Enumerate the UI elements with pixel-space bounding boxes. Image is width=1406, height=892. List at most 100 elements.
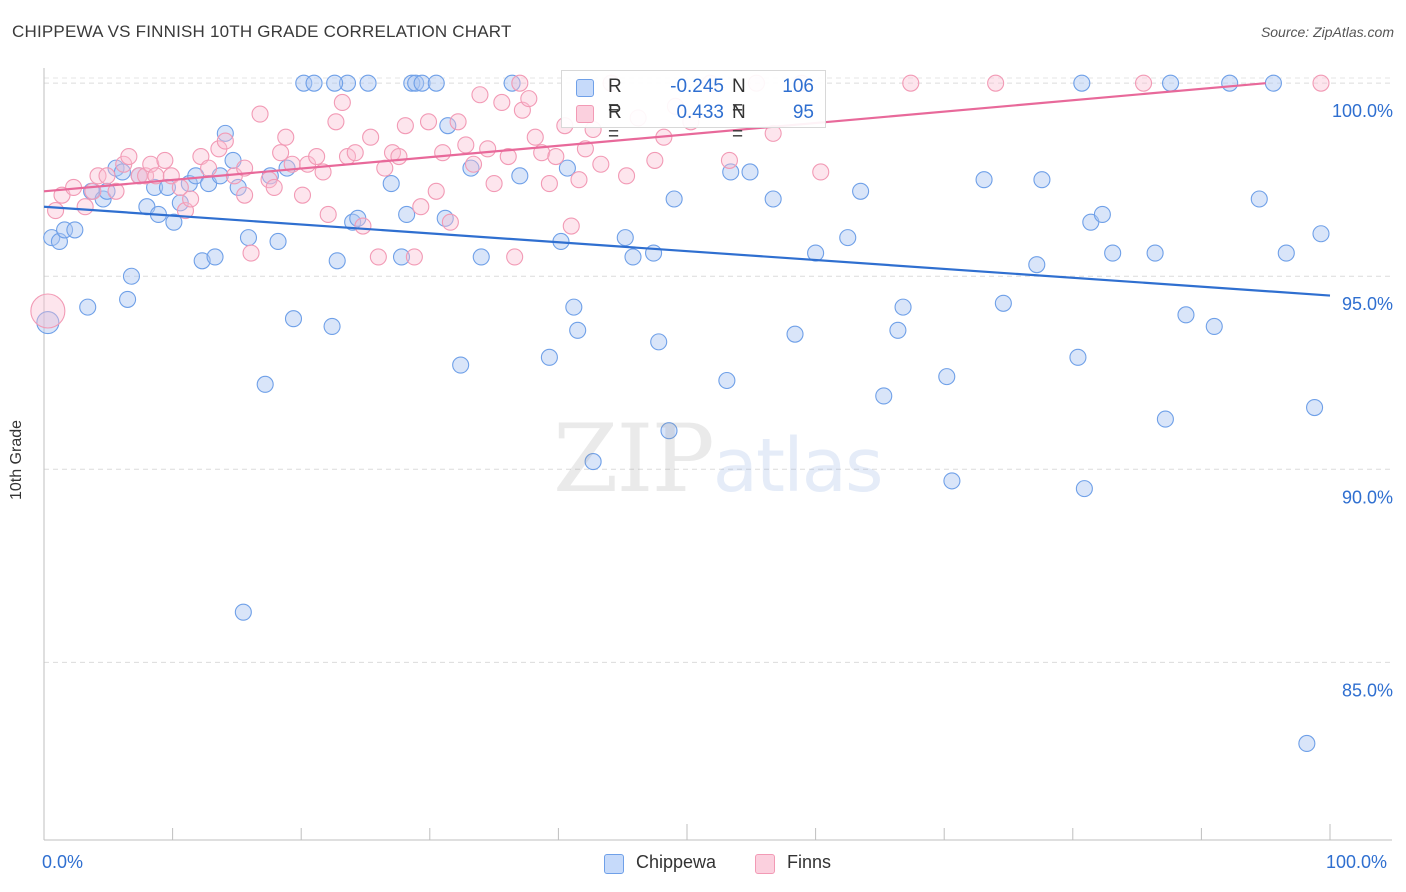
y-tick-label: 95.0% — [1342, 294, 1393, 314]
chippewa-point — [511, 167, 529, 185]
chippewa-point — [894, 298, 912, 316]
chippewa-point — [1156, 410, 1174, 428]
finns-point — [618, 167, 636, 185]
legend-label: Chippewa — [636, 852, 717, 872]
finns-point — [902, 74, 920, 92]
finns-point — [156, 151, 174, 169]
finns-point — [333, 93, 351, 112]
finns-point — [182, 190, 200, 208]
y-tick-labels: 100.0% 95.0% 90.0% 85.0% — [1332, 101, 1393, 700]
chippewa-point — [1298, 734, 1316, 753]
chippewa-point — [1277, 244, 1295, 262]
finns-point — [464, 155, 483, 173]
finns-point — [242, 244, 260, 262]
source-label: Source: ZipAtlas.com — [1260, 24, 1394, 40]
chippewa-point — [764, 190, 782, 208]
chippewa-point — [584, 453, 602, 471]
chippewa-point — [193, 252, 211, 270]
chippewa-point — [439, 117, 457, 135]
finns-point — [499, 147, 517, 166]
finns-point — [547, 147, 565, 166]
chippewa-point — [975, 171, 993, 189]
finns-point — [107, 182, 125, 200]
finns-point — [76, 198, 94, 216]
chippewa-point — [403, 74, 421, 92]
chippewa-point — [234, 603, 252, 621]
finns-point — [1312, 74, 1330, 92]
chippewa-point — [1312, 225, 1330, 243]
finns-point — [570, 171, 588, 189]
finns-point — [272, 144, 290, 162]
finns-point — [479, 140, 497, 158]
chippewa-point — [650, 333, 668, 351]
finns-point — [562, 217, 580, 235]
chippewa-point — [269, 232, 287, 251]
chippewa-point — [1264, 74, 1282, 92]
chippewa-point — [852, 182, 870, 200]
finns-point — [251, 105, 269, 123]
chippewa-point — [1161, 74, 1180, 92]
r-label: R = — [608, 102, 622, 145]
chippewa-point — [413, 74, 431, 92]
stats-legend: R = -0.245 N = 106 R = 0.433 N = 95 — [561, 70, 826, 145]
finns-point — [362, 128, 380, 146]
chippewa-point — [56, 221, 74, 239]
finns-point — [277, 128, 295, 146]
finns-point — [265, 178, 283, 196]
finns-point — [412, 198, 430, 216]
chippewa-point — [472, 248, 490, 266]
chippewa-point — [569, 321, 587, 339]
n-value: 95 — [792, 102, 814, 123]
chippewa-trend-line — [43, 205, 1331, 297]
chippewa-point — [558, 159, 576, 177]
chippewa-point — [165, 213, 183, 231]
finns-point — [526, 128, 544, 146]
r-value: 0.433 — [676, 102, 724, 123]
chippewa-point — [839, 229, 857, 247]
chippewa-point — [382, 175, 400, 193]
chippewa-point — [122, 267, 140, 285]
chippewa-point — [889, 321, 907, 339]
chippewa-point — [1146, 244, 1164, 262]
chippewa-point — [624, 248, 642, 266]
y-tick-label: 100.0% — [1332, 101, 1393, 121]
n-label: N = — [732, 76, 746, 119]
finns-swatch — [576, 105, 594, 123]
chippewa-point — [938, 368, 956, 386]
finns-point — [98, 167, 116, 185]
x-tick-label-min: 0.0% — [42, 852, 84, 872]
finns-point — [493, 93, 511, 112]
finns-point — [327, 113, 345, 131]
chippewa-point — [1177, 306, 1195, 324]
finns-point — [405, 248, 423, 266]
chippewa-point — [660, 422, 678, 440]
finns-point — [520, 90, 538, 108]
finns-point — [236, 186, 254, 204]
finns-point — [434, 144, 452, 162]
finns-point — [396, 117, 414, 135]
finns-point — [987, 74, 1005, 92]
r-label: R = — [608, 76, 622, 119]
finns-point — [449, 113, 467, 131]
chippewa-point — [323, 317, 341, 335]
finns-swatch — [755, 854, 775, 874]
chippewa-point — [398, 205, 416, 224]
watermark-zip: ZIP — [553, 405, 715, 514]
n-value: 106 — [782, 76, 814, 97]
chippewa-point — [43, 229, 61, 247]
chippewa-point — [284, 310, 303, 328]
chippewa-point — [295, 74, 313, 92]
chippewa-point — [305, 74, 323, 92]
chippewa-point — [786, 325, 804, 343]
chippewa-point — [36, 311, 60, 335]
trend-lines — [43, 82, 1331, 297]
finns-point — [540, 175, 558, 193]
finns-point — [419, 113, 438, 131]
chippewa-point — [1306, 398, 1324, 417]
finns-point — [485, 175, 503, 193]
chippewa-point — [1093, 205, 1111, 224]
finns-point — [216, 132, 234, 150]
chippewa-point — [616, 229, 634, 247]
chippewa-point — [1250, 190, 1268, 208]
